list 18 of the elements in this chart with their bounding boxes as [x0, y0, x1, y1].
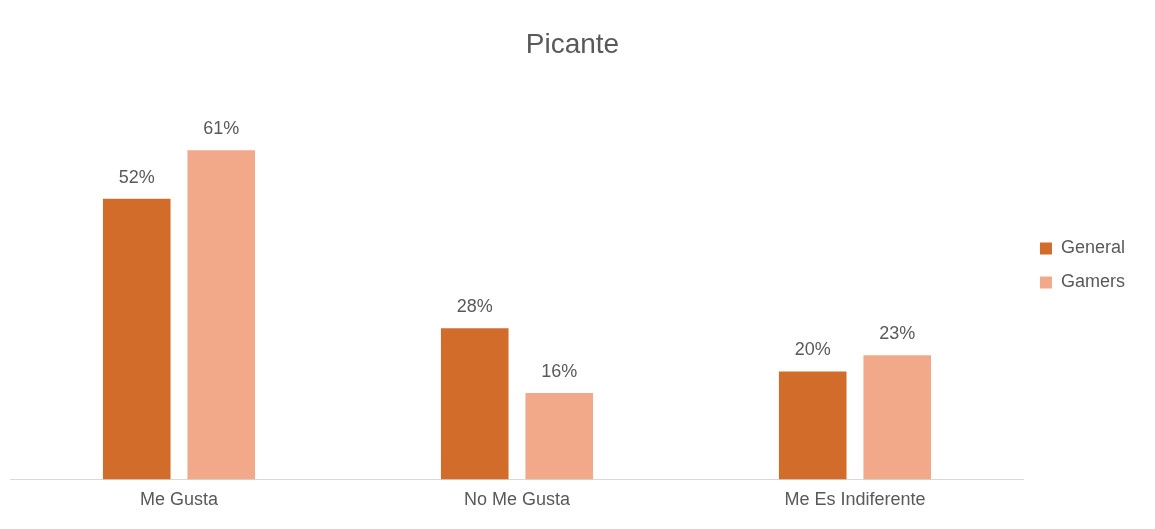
bar — [187, 150, 256, 480]
bar — [863, 355, 932, 480]
data-label: 23% — [879, 323, 916, 344]
chart-title: Picante — [525, 27, 620, 59]
bar — [525, 393, 594, 480]
bar — [102, 198, 171, 480]
legend-label: Gamers — [1060, 271, 1125, 292]
data-label: 20% — [794, 339, 831, 360]
legend-label: General — [1060, 237, 1126, 258]
data-label: 61% — [203, 118, 240, 139]
bar — [778, 371, 847, 480]
x-tick-label: No Me Gusta — [463, 489, 571, 510]
data-label: 28% — [456, 296, 493, 317]
data-label: 16% — [541, 361, 578, 382]
bar — [440, 328, 509, 480]
x-tick-label: Me Es Indiferente — [784, 489, 926, 510]
data-label: 52% — [118, 166, 155, 187]
x-tick-label: Me Gusta — [139, 489, 219, 510]
